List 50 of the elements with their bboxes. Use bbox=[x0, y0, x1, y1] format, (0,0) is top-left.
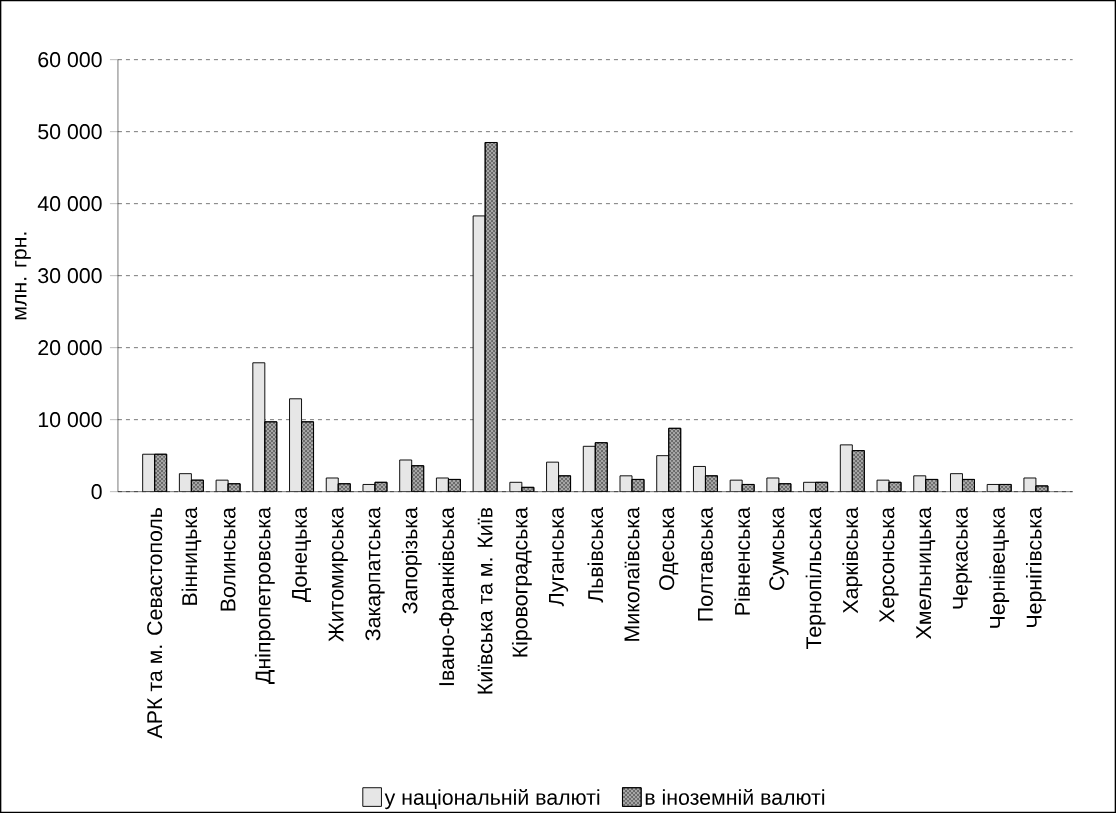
y-tick-label: 60 000 bbox=[38, 52, 102, 68]
bar bbox=[950, 473, 963, 492]
x-tick-label: АРК та м. Севастополь bbox=[147, 507, 163, 739]
x-tick-label: Львівська bbox=[587, 507, 604, 603]
x-tick-label: Кіровоградська bbox=[511, 507, 532, 657]
y-tick-label: 0 bbox=[91, 484, 102, 500]
x-tick-label: Хмельницька bbox=[916, 507, 936, 639]
bar bbox=[301, 421, 315, 492]
y-tick-label: 50 000 bbox=[38, 124, 102, 140]
y-axis-title: млн. грн. bbox=[14, 232, 31, 320]
bar bbox=[851, 450, 865, 492]
x-tick-label: Черкаська bbox=[952, 507, 973, 609]
x-tick-label: Сумська bbox=[769, 507, 789, 590]
x-tick-label: Дніпропетровська bbox=[254, 507, 275, 684]
y-tick-label: 10 000 bbox=[38, 412, 102, 428]
bar bbox=[484, 142, 498, 492]
x-tick-label: Чернігівська bbox=[1025, 507, 1046, 627]
legend-label: у національній валюті bbox=[384, 788, 600, 810]
x-tick-label: Чернівецька bbox=[989, 507, 1010, 628]
y-tick-label: 40 000 bbox=[37, 196, 102, 212]
bar bbox=[704, 475, 718, 492]
x-tick-label: Вінницька bbox=[181, 507, 202, 605]
x-tick-label: Тернопільська bbox=[805, 507, 826, 650]
bar bbox=[289, 398, 303, 492]
x-tick-label: Одеська bbox=[659, 507, 679, 590]
bar bbox=[668, 427, 682, 492]
bar bbox=[558, 475, 572, 492]
x-tick-label: Рівненська bbox=[734, 507, 750, 615]
x-tick-label: Харківська bbox=[842, 507, 863, 614]
x-tick-label: Волинська bbox=[220, 507, 236, 611]
x-tick-label: Миколаївська bbox=[624, 507, 640, 641]
x-tick-label: Донецька bbox=[292, 507, 311, 603]
x-tick-label: Закарпатська bbox=[365, 507, 385, 641]
bar bbox=[839, 444, 853, 492]
y-tick-label: 30 000 bbox=[38, 268, 102, 284]
x-tick-label: Київська та м. Київ bbox=[477, 507, 493, 694]
x-tick-label: Запорізька bbox=[401, 507, 422, 614]
bar bbox=[252, 362, 266, 492]
x-tick-label: Херсонська bbox=[879, 507, 899, 623]
bar bbox=[411, 465, 425, 492]
x-tick-label: Івано-Франківська bbox=[438, 507, 459, 686]
x-tick-label: Полтавська bbox=[698, 507, 713, 621]
bar bbox=[546, 461, 560, 492]
y-tick-label: 20 000 bbox=[38, 340, 102, 356]
bar bbox=[264, 421, 278, 492]
x-tick-label: Луганська bbox=[549, 507, 569, 607]
legend-label: в іноземній валюті bbox=[645, 788, 825, 805]
bar bbox=[594, 442, 608, 492]
bar bbox=[154, 453, 168, 492]
x-tick-label: Житомирська bbox=[328, 507, 348, 642]
